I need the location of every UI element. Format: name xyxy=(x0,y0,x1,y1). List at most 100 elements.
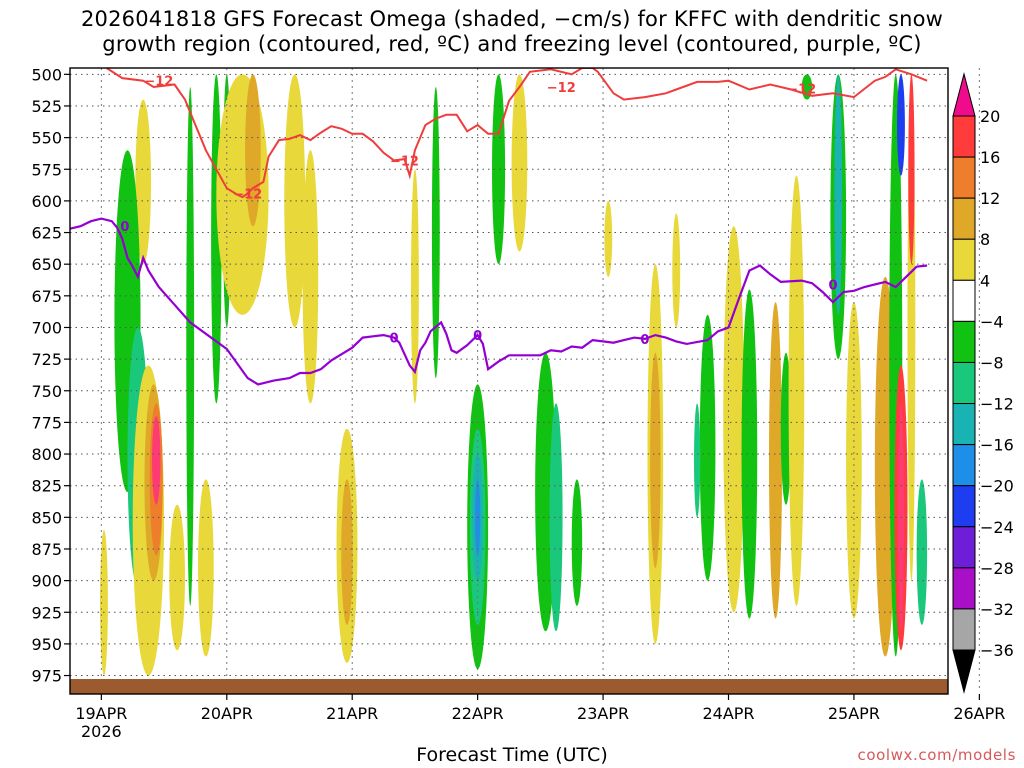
y-tick-label-675: 675 xyxy=(31,287,62,306)
omega-region-8 xyxy=(169,504,185,651)
colorbar-label-9: −20 xyxy=(980,477,1014,496)
contour-zero-label-1: 0 xyxy=(390,332,399,347)
colorbar-top-arrow xyxy=(952,72,976,117)
x-tick-label-22APR: 22APR xyxy=(452,704,504,723)
contour-minus12-label-4: −12 xyxy=(787,82,816,97)
colorbar-label-10: −24 xyxy=(980,518,1014,537)
colorbar-label-6: −8 xyxy=(980,353,1004,372)
y-tick-label-500: 500 xyxy=(31,65,62,84)
colorbar-label-0: 20 xyxy=(980,107,1000,126)
colorbar-box-7 xyxy=(952,403,976,446)
colorbar-label-4: 4 xyxy=(980,271,990,290)
omega-region-49 xyxy=(897,74,905,176)
colorbar-box-5 xyxy=(952,320,976,363)
chart-title-line-1: 2026041818 GFS Forecast Omega (shaded, −… xyxy=(80,7,944,31)
y-tick-label-950: 950 xyxy=(31,635,62,654)
x-tick-label-19APR: 19APR xyxy=(75,704,127,723)
plot-frame xyxy=(69,67,949,695)
colorbar-label-3: 8 xyxy=(980,230,990,249)
omega-region-19 xyxy=(411,169,419,404)
x-axis-title: Forecast Time (UTC) xyxy=(416,744,608,766)
colorbar-label-12: −32 xyxy=(980,600,1014,619)
omega-region-1 xyxy=(135,99,152,265)
omega-region-32 xyxy=(650,352,661,568)
omega-region-51 xyxy=(908,74,915,265)
colorbar-box-4 xyxy=(952,279,976,322)
omega-region-26 xyxy=(511,74,528,252)
y-tick-label-900: 900 xyxy=(31,572,62,591)
terrain-strip xyxy=(70,679,948,694)
y-tick-label-625: 625 xyxy=(31,224,62,243)
colorbar-label-7: −12 xyxy=(980,395,1014,414)
omega-region-10 xyxy=(186,86,195,606)
contour-minus12-label-1: −12 xyxy=(233,187,262,202)
omega-region-52 xyxy=(916,479,928,625)
colorbar-label-11: −28 xyxy=(980,559,1014,578)
omega-region-20 xyxy=(431,86,440,379)
contour-minus12-line xyxy=(106,68,928,199)
colorbar-box-8 xyxy=(952,444,976,487)
x-tick-label-21APR: 21APR xyxy=(326,704,378,723)
y-tick-label-525: 525 xyxy=(31,97,62,116)
omega-region-15 xyxy=(284,74,306,328)
contour-zero-label-4: 0 xyxy=(829,278,838,293)
y-tick-label-925: 925 xyxy=(31,603,62,622)
omega-region-43 xyxy=(834,74,843,315)
x-tick-label-20APR: 20APR xyxy=(201,704,253,723)
y-tick-label-700: 700 xyxy=(31,318,62,337)
y-tick-label-875: 875 xyxy=(31,540,62,559)
colorbar-box-10 xyxy=(952,526,976,569)
colorbar-box-2 xyxy=(952,197,976,240)
chart-title-line-2: growth region (contoured, red, ºC) and f… xyxy=(102,32,922,56)
omega-region-29 xyxy=(571,479,583,606)
colorbar-box-12 xyxy=(952,608,976,651)
x-year-label: 2026 xyxy=(81,722,122,741)
y-tick-label-600: 600 xyxy=(31,192,62,211)
contour-zero-label-3: 0 xyxy=(640,333,649,348)
colorbar-box-3 xyxy=(952,238,976,281)
y-tick-label-550: 550 xyxy=(31,129,62,148)
contour-minus12-label-3: −12 xyxy=(547,81,576,96)
omega-region-16 xyxy=(302,150,319,404)
colorbar-bottom-arrow xyxy=(952,649,976,694)
contour-zero-label-0: 0 xyxy=(120,220,129,235)
y-tick-label-650: 650 xyxy=(31,255,62,274)
omega-region-7 xyxy=(152,416,161,505)
omega-region-44 xyxy=(846,302,862,619)
y-tick-label-750: 750 xyxy=(31,382,62,401)
omega-region-18 xyxy=(341,479,353,625)
contour-zero-line xyxy=(70,217,928,386)
contour-zero-label-2: 0 xyxy=(473,329,482,344)
colorbar-label-2: 12 xyxy=(980,189,1000,208)
colorbar-box-0 xyxy=(952,115,976,158)
y-tick-label-850: 850 xyxy=(31,508,62,527)
watermark: coolwx.com/models xyxy=(857,746,1016,764)
x-tick-label-26APR: 26APR xyxy=(953,704,1005,723)
x-tick-label-24APR: 24APR xyxy=(702,704,754,723)
contour-minus12-label-0: −12 xyxy=(144,75,173,90)
omega-region-38 xyxy=(769,302,783,619)
omega-region-37 xyxy=(741,289,758,619)
colorbar-label-1: 16 xyxy=(980,148,1000,167)
contour-minus12-label-2: −12 xyxy=(390,154,419,169)
omega-region-30 xyxy=(604,200,613,277)
omega-region-39 xyxy=(780,352,792,505)
colorbar-box-9 xyxy=(952,485,976,528)
omega-region-33 xyxy=(672,213,681,328)
omega-region-28 xyxy=(549,403,563,632)
colorbar-label-8: −16 xyxy=(980,436,1014,455)
y-tick-label-800: 800 xyxy=(31,445,62,464)
omega-region-34 xyxy=(699,314,716,581)
y-tick-label-825: 825 xyxy=(31,477,62,496)
omega-region-36 xyxy=(723,226,745,613)
colorbar-box-1 xyxy=(952,156,976,199)
colorbar-label-5: −4 xyxy=(980,312,1004,331)
y-tick-label-575: 575 xyxy=(31,160,62,179)
x-tick-label-23APR: 23APR xyxy=(577,704,629,723)
y-tick-label-775: 775 xyxy=(31,413,62,432)
colorbar-label-13: −36 xyxy=(980,641,1014,660)
omega-region-0 xyxy=(100,529,108,676)
omega-region-9 xyxy=(198,479,214,657)
omega-region-35 xyxy=(694,403,701,518)
